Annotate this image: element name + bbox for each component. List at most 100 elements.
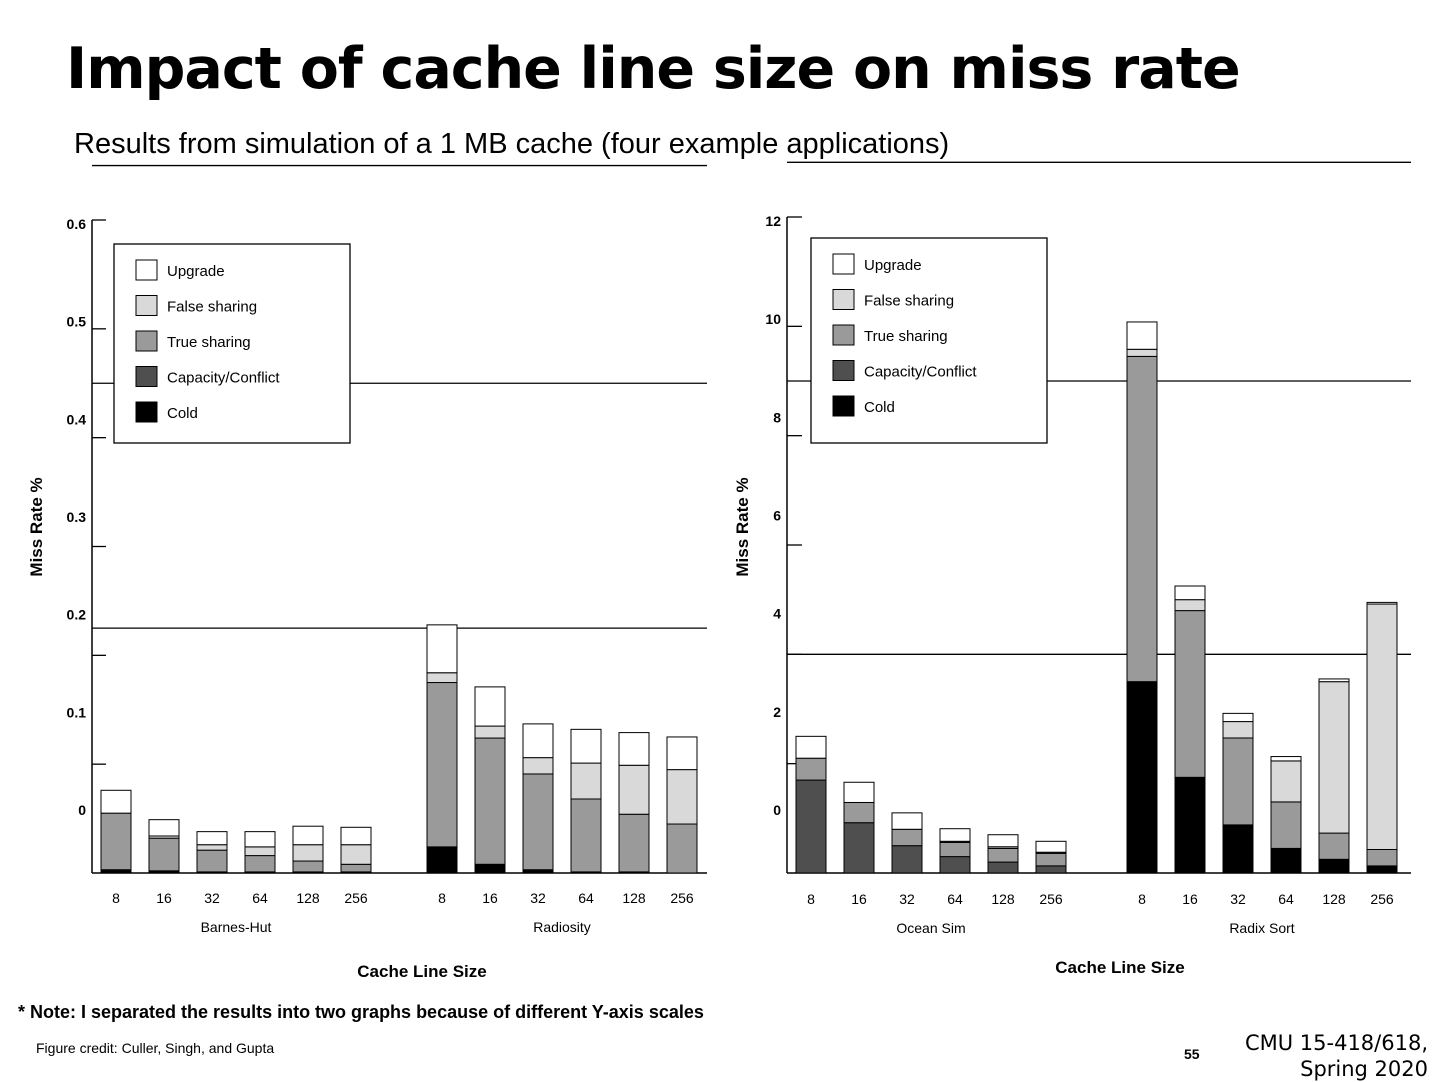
y-tick-label: 0.4	[67, 411, 87, 427]
bar-ocean-sim-128-capacity-conflict	[987, 861, 1019, 874]
bar-radiosity-32-upgrade	[522, 723, 554, 759]
bar-radix-sort-32-upgrade	[1222, 712, 1254, 723]
legend-label-cold: Cold	[864, 399, 895, 416]
y-tick-label: 0.2	[67, 607, 87, 623]
footnote: * Note: I separated the results into two…	[18, 1002, 704, 1022]
x-tick-label: 256	[344, 890, 368, 906]
x-tick-label: 16	[851, 891, 867, 907]
y-tick-label: 0.3	[67, 509, 87, 525]
bar-radiosity-256-upgrade	[666, 736, 698, 771]
bar-radix-sort-16-cold	[1174, 776, 1206, 874]
bar-radix-sort-32-true-sharing	[1222, 737, 1254, 826]
bar-radix-sort-256-true-sharing	[1366, 848, 1398, 867]
legend-label-false-sharing: False sharing	[167, 299, 257, 316]
bar-ocean-sim-256-upgrade	[1035, 840, 1067, 853]
bar-barnes-hut-256-upgrade	[340, 826, 372, 846]
bar-barnes-hut-16-upgrade	[148, 819, 180, 837]
bar-radix-sort-128-false-sharing	[1318, 681, 1350, 834]
y-tick-label: 8	[773, 409, 781, 425]
legend-swatch-capacity-conflict	[135, 366, 158, 387]
legend-swatch-false-sharing	[135, 295, 158, 316]
x-tick-label: 32	[1230, 891, 1246, 907]
group-label: Barnes-Hut	[201, 919, 272, 935]
course-label: CMU 15-418/618, Spring 2020	[1245, 1030, 1428, 1082]
bar-barnes-hut-128-upgrade	[292, 825, 324, 846]
y-tick-label: 6	[773, 508, 781, 524]
y-tick-label: 0.5	[67, 314, 87, 330]
x-tick-label: 32	[530, 890, 546, 906]
legend-label-true-sharing: True sharing	[167, 334, 251, 351]
bar-ocean-sim-16-upgrade	[843, 781, 875, 803]
legend-swatch-capacity-conflict	[832, 360, 855, 381]
course-name: CMU 15-418/618,	[1244, 1031, 1428, 1055]
x-tick-label: 8	[807, 891, 815, 907]
bar-radiosity-256-false-sharing	[666, 769, 698, 825]
y-tick-label: 4	[773, 606, 781, 622]
bar-ocean-sim-8-upgrade	[795, 735, 827, 759]
bar-radix-sort-16-upgrade	[1174, 585, 1206, 601]
bar-radiosity-8-upgrade	[426, 624, 458, 674]
bar-barnes-hut-16-true-sharing	[148, 837, 180, 872]
x-tick-label: 32	[204, 890, 220, 906]
legend-swatch-false-sharing	[832, 289, 855, 310]
bar-radix-sort-64-false-sharing	[1270, 760, 1302, 803]
page-number: 55	[1184, 1046, 1200, 1062]
x-tick-label: 128	[1322, 891, 1346, 907]
y-axis-title: Miss Rate %	[27, 477, 46, 576]
y-tick-label: 10	[765, 311, 781, 327]
legend-swatch-upgrade	[832, 253, 855, 275]
y-axis-title: Miss Rate %	[733, 477, 752, 576]
bar-radiosity-128-upgrade	[618, 732, 650, 766]
legend-swatch-cold	[832, 395, 855, 417]
legend-label-cold: Cold	[167, 405, 198, 422]
y-tick-label: 2	[773, 704, 781, 720]
bar-radix-sort-256-cold	[1366, 865, 1398, 874]
slide-title: Impact of cache line size on miss rate	[66, 36, 1241, 102]
y-tick-label: 0	[78, 802, 86, 818]
legend-label-capacity-conflict: Capacity/Conflict	[864, 364, 977, 381]
x-axis-title: Cache Line Size	[357, 962, 486, 981]
legend-label-false-sharing: False sharing	[864, 293, 954, 310]
legend-swatch-true-sharing	[832, 324, 855, 346]
x-tick-label: 128	[296, 890, 320, 906]
x-tick-label: 8	[112, 890, 120, 906]
bar-radix-sort-128-cold	[1318, 858, 1350, 874]
group-label: Radiosity	[533, 919, 591, 935]
course-term: Spring 2020	[1300, 1057, 1428, 1081]
x-tick-label: 16	[156, 890, 172, 906]
bar-ocean-sim-16-capacity-conflict	[843, 822, 875, 874]
x-tick-label: 128	[622, 890, 646, 906]
bar-radix-sort-8-upgrade	[1126, 321, 1158, 350]
bar-barnes-hut-8-true-sharing	[100, 812, 132, 871]
bar-radix-sort-256-false-sharing	[1366, 603, 1398, 850]
bar-radiosity-64-true-sharing	[570, 798, 602, 873]
bar-radiosity-8-cold	[426, 846, 458, 874]
bar-radix-sort-256-upgrade	[1366, 601, 1398, 605]
x-tick-label: 16	[1182, 891, 1198, 907]
bar-ocean-sim-8-capacity-conflict	[795, 779, 827, 874]
bar-barnes-hut-64-upgrade	[244, 831, 276, 848]
x-tick-label: 256	[1370, 891, 1394, 907]
x-tick-label: 64	[947, 891, 963, 907]
legend-label-upgrade: Upgrade	[167, 263, 225, 280]
legend-swatch-upgrade	[135, 259, 158, 281]
bar-radix-sort-8-cold	[1126, 681, 1158, 874]
legend-label-upgrade: Upgrade	[864, 257, 922, 274]
bar-radix-sort-16-false-sharing	[1174, 599, 1206, 612]
bar-ocean-sim-64-upgrade	[939, 828, 971, 842]
bar-ocean-sim-16-true-sharing	[843, 801, 875, 824]
bar-radix-sort-64-true-sharing	[1270, 801, 1302, 849]
bar-ocean-sim-256-capacity-conflict	[1035, 865, 1067, 874]
x-tick-label: 128	[991, 891, 1015, 907]
bar-radiosity-64-upgrade	[570, 728, 602, 764]
bar-radiosity-128-true-sharing	[618, 813, 650, 873]
x-axis-title: Cache Line Size	[1055, 958, 1184, 977]
group-label: Ocean Sim	[896, 920, 965, 936]
x-tick-label: 64	[1278, 891, 1294, 907]
bar-radiosity-128-false-sharing	[618, 764, 650, 815]
x-tick-label: 16	[482, 890, 498, 906]
x-tick-label: 8	[438, 890, 446, 906]
y-tick-label: 12	[765, 213, 781, 229]
figure-credit: Figure credit: Culler, Singh, and Gupta	[36, 1040, 275, 1056]
